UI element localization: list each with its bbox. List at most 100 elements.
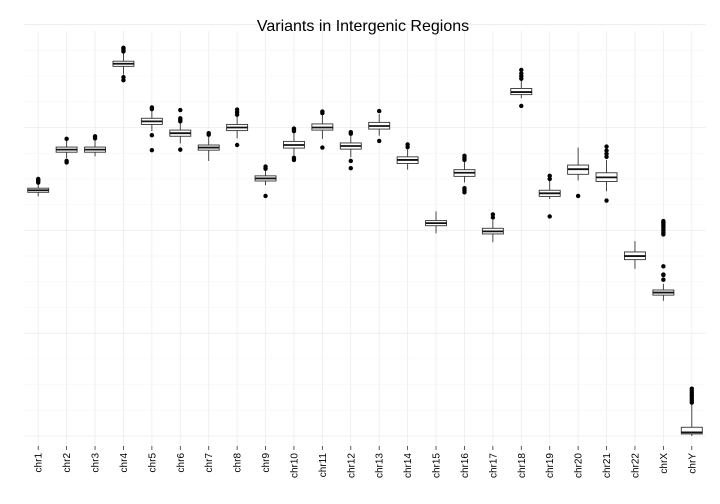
x-tick-label-chr10: chr10	[289, 453, 300, 478]
box-chr6	[169, 107, 192, 152]
outlier-point	[604, 144, 609, 149]
box-chr21	[595, 144, 618, 203]
outlier-point	[377, 138, 382, 144]
box-chr16	[453, 153, 476, 195]
outlier-point	[661, 264, 666, 269]
x-tick-label-chr3: chr3	[91, 453, 102, 473]
x-tick-label-chrY: chrY	[687, 453, 698, 474]
outlier-point	[320, 109, 325, 114]
x-tick-label-chr18: chr18	[517, 453, 528, 478]
outlier-point	[206, 130, 211, 136]
outlier-point	[263, 193, 268, 199]
outlier-point	[604, 198, 609, 203]
x-tick-label-chr17: chr17	[488, 453, 499, 478]
outlier-point	[547, 173, 552, 179]
outlier-point	[121, 45, 126, 51]
outlier-point	[121, 78, 126, 83]
outlier-point	[348, 158, 353, 164]
outlier-point	[547, 176, 552, 182]
x-tick-label-chr20: chr20	[574, 453, 585, 478]
outlier-point	[291, 155, 297, 161]
x-tick-label-chr15: chr15	[432, 453, 443, 478]
outlier-point	[178, 116, 183, 121]
outlier-point	[490, 212, 496, 217]
outlier-point	[519, 103, 524, 109]
outlier-point	[405, 142, 410, 147]
outlier-point	[348, 129, 353, 135]
x-tick-label-chr14: chr14	[403, 453, 414, 478]
box-chr11	[311, 109, 334, 150]
outlier-point	[462, 153, 467, 159]
chart-title: Variants in Intergenic Regions	[257, 18, 469, 35]
outlier-point	[36, 176, 41, 182]
outlier-point	[604, 148, 609, 153]
x-tick-label-chr16: chr16	[460, 453, 471, 478]
box-chr13	[368, 108, 391, 144]
box-chr17	[481, 212, 504, 243]
outlier-point	[519, 67, 524, 73]
box-chrY	[680, 386, 703, 436]
outlier-point	[689, 386, 694, 391]
boxes	[27, 45, 703, 436]
x-tick-label-chr19: chr19	[545, 453, 556, 478]
x-axis: chr1 chr2 chr3 chr4 chr5 chr6 chr7 chr8 chr9 chr1…	[34, 446, 698, 478]
x-tick-label-chr5: chr5	[147, 453, 158, 473]
box-chr19	[538, 173, 561, 219]
outlier-point	[462, 185, 467, 191]
outlier-point	[178, 107, 183, 113]
outlier-point	[263, 164, 268, 169]
box-chr9	[254, 164, 277, 199]
box-chr10	[283, 126, 305, 163]
box-chrX	[652, 218, 675, 301]
grid	[24, 24, 706, 446]
outlier-point	[291, 126, 297, 131]
box-iqr	[680, 426, 703, 435]
box-chr14	[396, 142, 419, 170]
box-chr20	[567, 147, 590, 199]
outlier-point	[234, 142, 240, 148]
outlier-point	[348, 165, 353, 171]
x-tick-label-chr8: chr8	[233, 453, 244, 473]
box-chr2	[55, 136, 78, 165]
outlier-point	[547, 214, 552, 219]
outlier-point	[178, 147, 183, 152]
outlier-point	[149, 105, 155, 110]
x-tick-label-chrX: chrX	[659, 453, 670, 474]
x-tick-label-chr9: chr9	[261, 453, 272, 473]
outlier-point	[661, 272, 666, 278]
outlier-point	[661, 218, 666, 224]
x-tick-label-chr4: chr4	[119, 453, 130, 473]
outlier-point	[149, 147, 155, 153]
outlier-point	[320, 145, 325, 150]
outlier-point	[121, 74, 126, 80]
box-chr18	[510, 67, 533, 109]
box-chr3	[84, 134, 106, 157]
outlier-point	[490, 215, 496, 220]
outlier-point	[64, 136, 69, 142]
x-tick-label-chr1: chr1	[34, 453, 45, 473]
box-chr15	[425, 211, 447, 234]
box-chr12	[339, 129, 362, 171]
outlier-point	[519, 71, 524, 76]
box-chr1	[27, 176, 50, 197]
x-tick-label-chr13: chr13	[375, 453, 386, 478]
outlier-point	[575, 193, 581, 199]
x-tick-label-chr21: chr21	[602, 453, 613, 478]
box-chr5	[140, 105, 163, 153]
x-tick-label-chr11: chr11	[318, 453, 329, 478]
x-tick-label-chr7: chr7	[204, 453, 215, 473]
outlier-point	[377, 108, 382, 114]
box-chr8	[226, 107, 249, 148]
outlier-point	[64, 158, 69, 164]
outlier-point	[234, 107, 240, 112]
x-tick-label-chr22: chr22	[630, 453, 641, 478]
outlier-point	[604, 151, 609, 156]
outlier-point	[604, 154, 609, 160]
box-chr22	[624, 241, 646, 269]
x-tick-label-chr6: chr6	[176, 453, 187, 473]
x-tick-label-chr2: chr2	[62, 453, 73, 473]
x-tick-label-chr12: chr12	[346, 453, 357, 478]
box-chr4	[112, 45, 135, 83]
